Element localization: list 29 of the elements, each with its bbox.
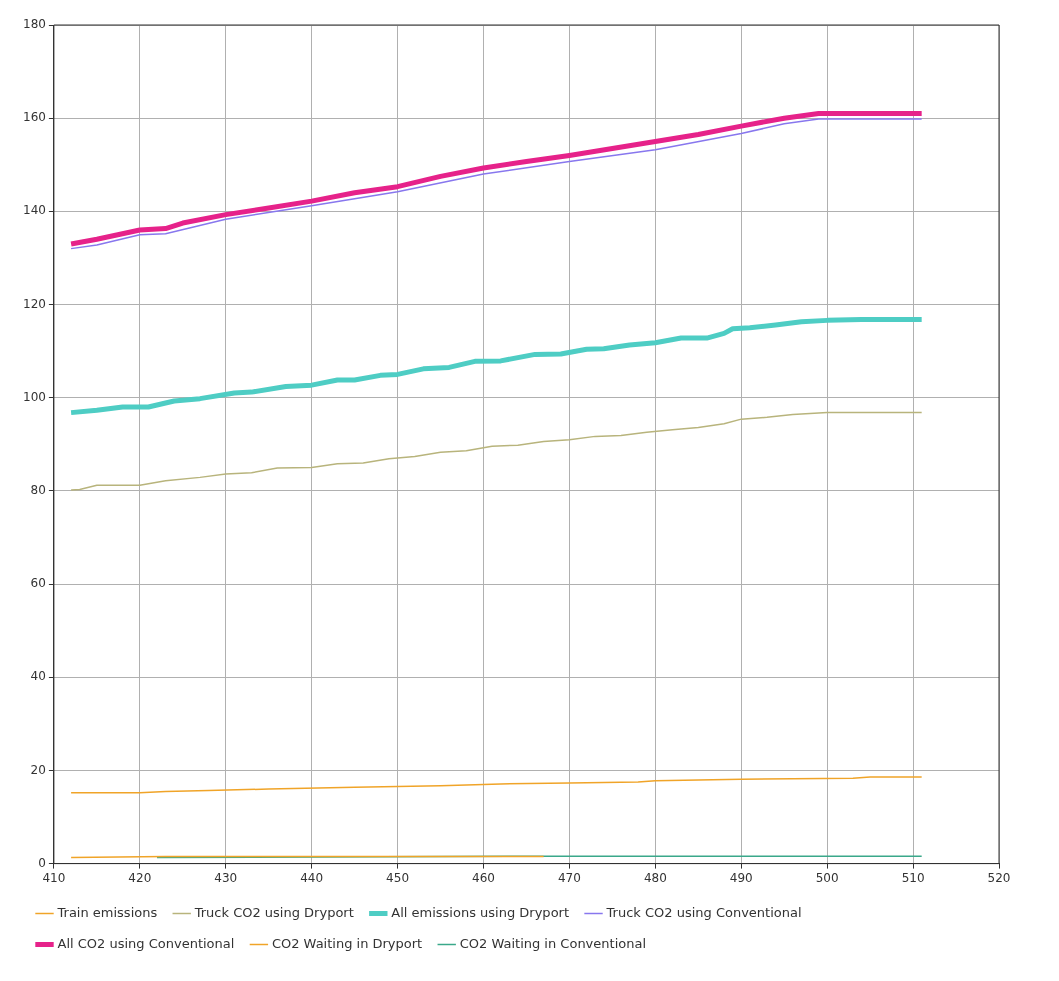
y-tick-label: 120 — [23, 296, 46, 311]
legend-label: Truck CO2 using Dryport — [193, 904, 354, 920]
y-tick-label: 160 — [23, 110, 46, 125]
y-tick-label: 60 — [30, 576, 46, 591]
legend-label: Train emissions — [56, 904, 158, 920]
y-tick-label: 100 — [23, 389, 46, 404]
y-tick-label: 180 — [23, 17, 46, 32]
x-tick-label: 480 — [643, 870, 667, 885]
x-tick-label: 450 — [386, 870, 410, 885]
x-tick-label: 520 — [987, 870, 1011, 885]
y-tick-label: 80 — [30, 483, 46, 498]
legend-label: All emissions using Dryport — [391, 904, 570, 920]
x-tick-label: 500 — [815, 870, 839, 885]
y-tick-label: 0 — [38, 855, 46, 870]
legend-label: CO2 Waiting in Conventional — [459, 935, 647, 951]
x-tick-label: 420 — [128, 870, 152, 885]
y-tick-label: 140 — [23, 203, 46, 218]
x-tick-label: 510 — [901, 870, 925, 885]
x-tick-label: 430 — [214, 870, 238, 885]
x-tick-label: 410 — [42, 870, 66, 885]
x-tick-label: 460 — [472, 870, 495, 885]
x-tick-label: 470 — [557, 870, 581, 885]
legend-label: CO2 Waiting in Dryport — [271, 935, 423, 951]
legend-label: All CO2 using Conventional — [57, 935, 235, 951]
y-tick-label: 40 — [30, 669, 46, 684]
x-tick-label: 490 — [729, 870, 753, 885]
legend-label: Truck CO2 using Conventional — [605, 904, 802, 920]
y-tick-label: 20 — [30, 762, 46, 777]
x-tick-label: 440 — [300, 870, 324, 885]
